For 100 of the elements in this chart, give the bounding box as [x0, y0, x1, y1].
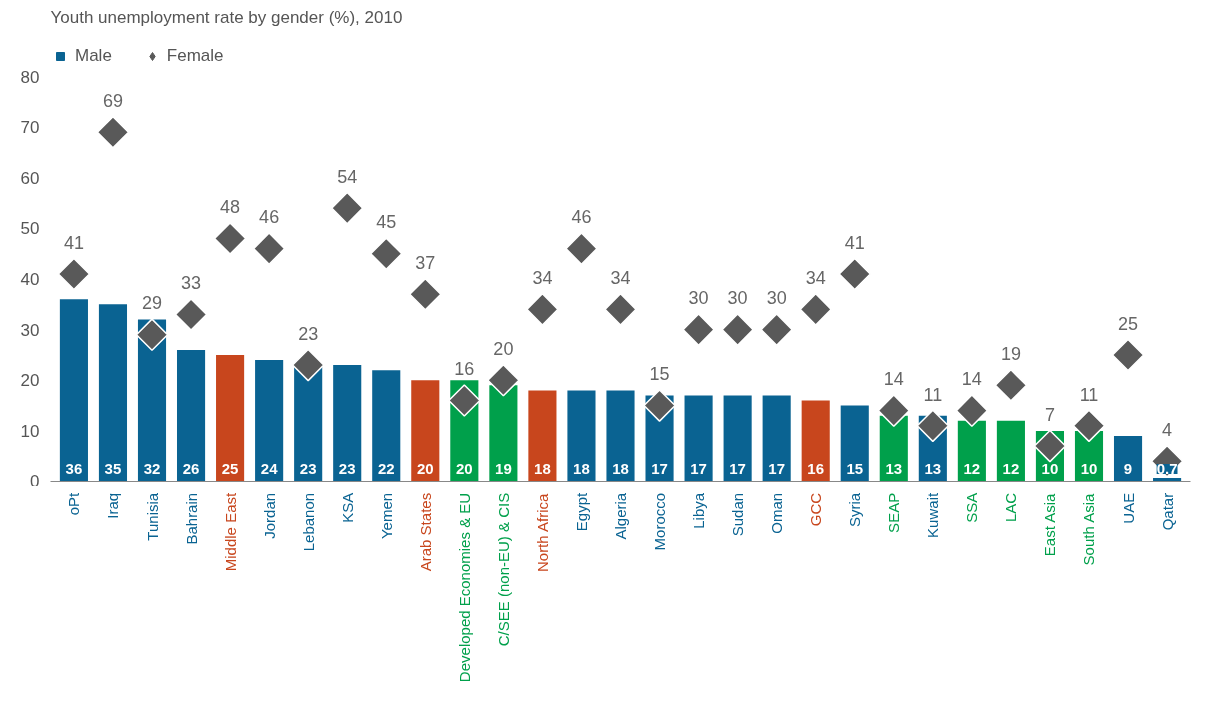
data-label: 20 [416, 459, 434, 477]
data-label: 4 [1162, 419, 1173, 440]
data-label: 23 [299, 459, 317, 477]
data-label: 17 [768, 459, 786, 477]
point [174, 298, 208, 331]
data-label: 9 [1123, 459, 1133, 477]
x-tick-label: Developed Economies & EU [455, 492, 473, 683]
point [448, 384, 481, 417]
bar [801, 400, 830, 482]
bar [255, 360, 284, 482]
x-tick-label: Lebanon [299, 492, 317, 552]
x-tick-label: Qatar [1158, 492, 1176, 531]
point [760, 313, 793, 346]
point [565, 232, 598, 265]
data-label: 10 [1041, 459, 1059, 477]
bar [723, 395, 752, 482]
data-label: 16 [454, 359, 475, 380]
x-tick-label: C/SEE (non-EU) & CIS [494, 492, 512, 647]
data-label: 30 [766, 288, 787, 309]
point [604, 293, 637, 326]
data-label: 15 [846, 459, 864, 477]
x-tick-label: Algeria [612, 492, 629, 540]
y-tick-label: 80 [20, 67, 40, 87]
x-tick-label: Morocco [651, 492, 669, 551]
point [1033, 429, 1067, 463]
x-tick-label: Sudan [729, 492, 747, 537]
data-label: 23 [298, 323, 319, 344]
data-label: 17 [729, 459, 746, 477]
point [838, 257, 872, 291]
data-label: 25 [1118, 313, 1139, 334]
data-label: 13 [885, 459, 903, 477]
bar [684, 395, 713, 482]
x-tick-label: SEAP [885, 492, 903, 533]
bar [98, 304, 128, 482]
point [96, 115, 130, 149]
data-label: 18 [573, 459, 590, 477]
data-label: 45 [376, 212, 397, 233]
data-label: 69 [102, 90, 123, 111]
x-tick-label: Libya [690, 492, 708, 529]
bar [567, 390, 596, 482]
bar [606, 390, 635, 482]
data-label: 26 [182, 459, 200, 477]
point [135, 318, 169, 351]
point [994, 369, 1028, 402]
data-label: 18 [534, 459, 551, 477]
bar [840, 405, 869, 482]
y-tick-label: 50 [20, 219, 40, 239]
x-tick-label: South Asia [1080, 493, 1098, 566]
data-label: 15 [649, 364, 670, 385]
x-tick-label: North Africa [533, 493, 551, 573]
data-label: 34 [805, 268, 826, 289]
bar [957, 420, 986, 482]
bar [411, 380, 440, 482]
data-label: 10 [1080, 459, 1098, 477]
bar [762, 395, 791, 482]
data-label: 7 [1044, 404, 1055, 425]
data-label: 18 [612, 459, 629, 477]
data-label: 34 [532, 268, 553, 289]
x-tick-label: Middle East [221, 492, 239, 572]
x-tick-label: Egypt [572, 492, 590, 532]
x-tick-label: Yemen [377, 492, 395, 540]
data-label: 37 [415, 252, 436, 273]
data-label: 46 [259, 207, 280, 228]
y-tick-label: 40 [20, 270, 40, 289]
point [487, 363, 520, 397]
legend-label: Female [166, 46, 224, 66]
bar [176, 349, 206, 482]
data-label: 23 [338, 459, 356, 477]
point [643, 389, 676, 422]
x-tick-label: Arab States [416, 492, 434, 572]
point [291, 348, 325, 382]
data-label: 17 [651, 459, 668, 477]
point [213, 222, 247, 255]
data-label: 11 [1079, 384, 1099, 405]
bar [333, 365, 362, 482]
x-tick-label: Iraq [104, 492, 122, 519]
point [526, 293, 559, 326]
point [1111, 338, 1145, 372]
x-tick-label: KSA [338, 492, 356, 523]
data-label: 36 [65, 459, 83, 477]
y-tick-label: 20 [20, 371, 40, 391]
bar [59, 299, 88, 482]
point [682, 313, 715, 346]
y-tick-label: 10 [20, 421, 40, 441]
data-label: 13 [924, 459, 942, 477]
data-label: 34 [610, 268, 631, 289]
data-label: 0.7 [1156, 459, 1178, 477]
data-label: 12 [1002, 459, 1020, 477]
bar [294, 365, 323, 482]
point [916, 409, 950, 443]
data-label: 54 [337, 166, 358, 187]
point [369, 237, 403, 270]
bar [996, 420, 1025, 482]
data-label: 46 [571, 207, 592, 228]
data-label: 48 [220, 197, 241, 218]
bar [528, 390, 557, 482]
chart-title: Youth unemployment rate by gender (%), 2010 [50, 7, 403, 27]
point [57, 257, 91, 291]
legend-label: Male [75, 46, 112, 66]
x-tick-label: Kuwait [924, 492, 942, 538]
